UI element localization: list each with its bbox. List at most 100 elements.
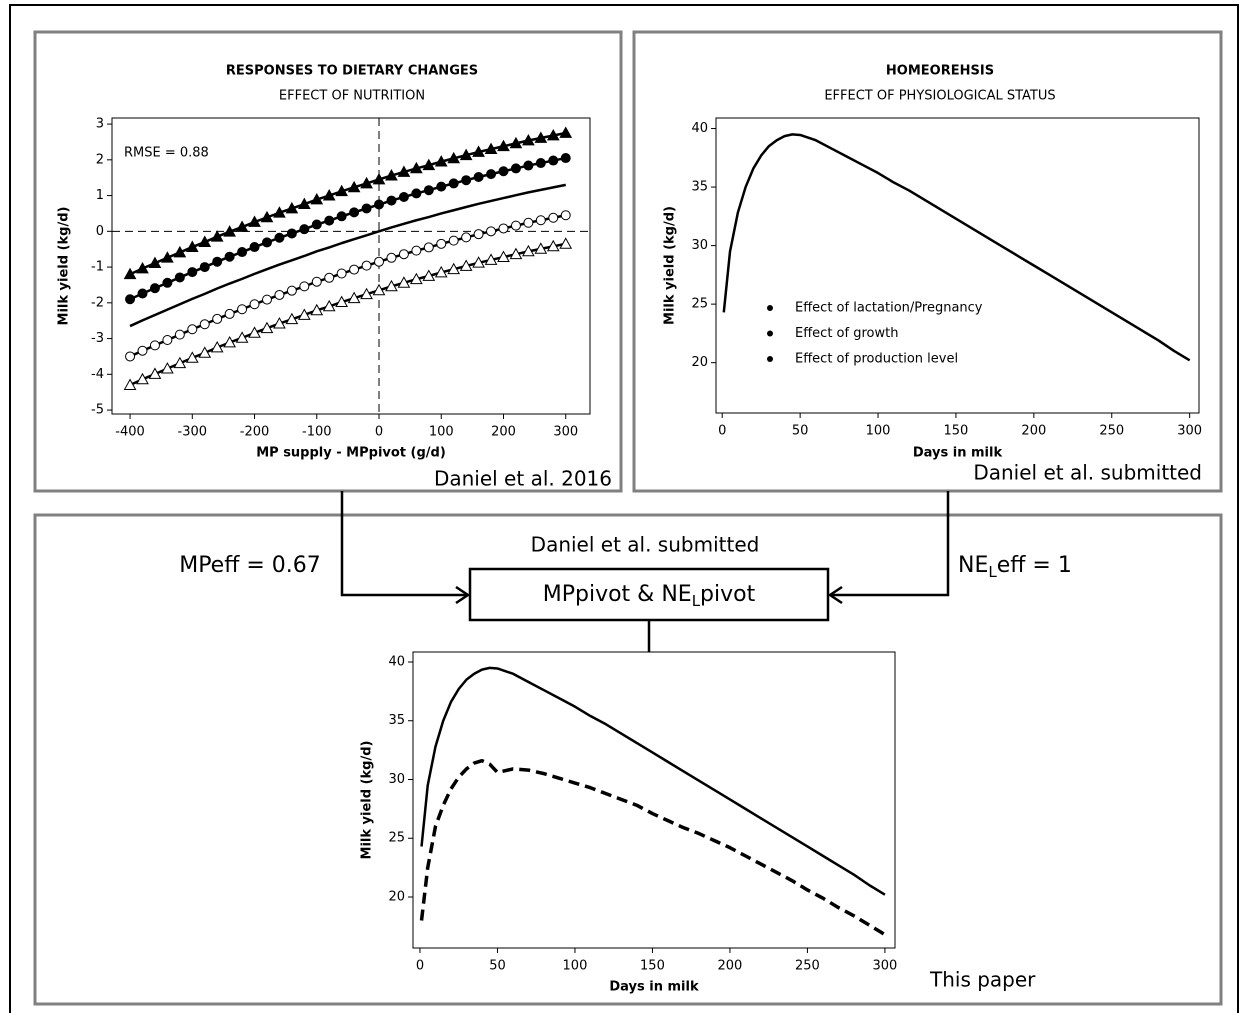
x-tick-label: 100 [429, 425, 454, 440]
marker [349, 207, 360, 218]
marker [322, 189, 336, 201]
marker [484, 253, 498, 265]
x-tick-label: 250 [1099, 424, 1124, 439]
marker [472, 145, 485, 157]
marker [210, 340, 224, 353]
x-tick-label: 300 [553, 425, 578, 440]
bullet [767, 305, 773, 311]
x-tick-label: 50 [489, 959, 506, 974]
marker [535, 215, 546, 226]
marker [448, 235, 459, 246]
chart-title: HOMEOREHSIS [886, 64, 994, 79]
pivot-sub: L [692, 592, 701, 610]
x-tick-label: -400 [115, 425, 145, 440]
marker [235, 331, 249, 343]
marker [174, 329, 185, 340]
marker [486, 226, 497, 237]
x-tick-label: 0 [375, 425, 383, 440]
marker [523, 217, 534, 228]
y-axis-label: Milk yield (kg/d) [663, 206, 678, 325]
marker [136, 372, 149, 385]
marker [447, 151, 461, 164]
outer-frame [9, 4, 1239, 1013]
marker [162, 335, 173, 345]
marker [410, 161, 423, 174]
x-tick-label: 150 [640, 959, 665, 974]
y-tick-label: 1 [96, 188, 104, 203]
series-line [129, 183, 566, 328]
marker [372, 172, 386, 185]
marker [274, 289, 285, 300]
connector [340, 491, 468, 597]
marker [509, 136, 523, 149]
panel [33, 30, 623, 493]
marker [434, 155, 448, 167]
marker [560, 210, 571, 221]
nel-eff-rest: eff = 1 [997, 553, 1072, 578]
marker [498, 166, 509, 177]
citation: Daniel et al. 2016 [434, 467, 612, 491]
y-tick-label: 40 [691, 121, 708, 136]
marker [546, 128, 560, 141]
x-tick-label: 200 [1021, 424, 1046, 439]
x-tick-label: 150 [944, 424, 969, 439]
marker [336, 268, 347, 279]
marker [173, 356, 187, 369]
y-tick-label: -3 [91, 331, 104, 346]
marker [274, 232, 285, 243]
marker [459, 148, 473, 161]
marker [261, 294, 272, 305]
marker [374, 199, 385, 210]
y-tick-label: 35 [388, 713, 405, 728]
x-tick-label: 300 [873, 959, 898, 974]
x-tick-label: 50 [792, 424, 809, 439]
y-tick-label: 20 [691, 355, 708, 370]
marker [347, 180, 361, 193]
marker [224, 308, 235, 319]
marker [372, 283, 386, 296]
marker [436, 238, 447, 249]
y-tick-label: -1 [91, 260, 104, 275]
marker [560, 153, 571, 164]
marker [187, 324, 198, 335]
marker [137, 288, 148, 299]
marker [199, 319, 210, 330]
x-tick-label: 300 [1177, 424, 1202, 439]
marker [299, 281, 310, 292]
marker [273, 317, 286, 329]
marker [410, 272, 423, 285]
marker [398, 192, 409, 203]
marker [423, 185, 434, 196]
x-axis-label: Days in milk [609, 980, 699, 995]
marker [509, 247, 523, 260]
marker [510, 163, 521, 174]
marker [260, 321, 274, 334]
marker [361, 203, 372, 214]
chart-subtitle: EFFECT OF NUTRITION [279, 89, 425, 104]
marker [310, 303, 324, 316]
marker [522, 133, 535, 146]
marker [224, 251, 235, 262]
marker [535, 158, 546, 169]
marker [286, 228, 297, 239]
marker [199, 262, 210, 273]
panel [632, 30, 1223, 493]
y-tick-label: -2 [91, 295, 104, 310]
plot-frame [715, 117, 1200, 414]
marker [161, 362, 174, 374]
marker [324, 215, 335, 226]
x-tick-label: -300 [178, 425, 208, 440]
y-tick-label: 40 [388, 654, 405, 669]
marker [273, 206, 286, 218]
marker [249, 242, 260, 253]
marker [173, 245, 187, 258]
marker [335, 184, 349, 197]
marker [548, 212, 559, 223]
marker [286, 285, 297, 296]
y-tick-label: -5 [91, 403, 104, 418]
marker [311, 219, 322, 230]
pivot-box [468, 567, 830, 622]
marker [374, 256, 385, 267]
chart-subtitle: EFFECT OF PHYSIOLOGICAL STATUS [824, 89, 1055, 104]
bullet-text: Effect of growth [795, 326, 898, 341]
